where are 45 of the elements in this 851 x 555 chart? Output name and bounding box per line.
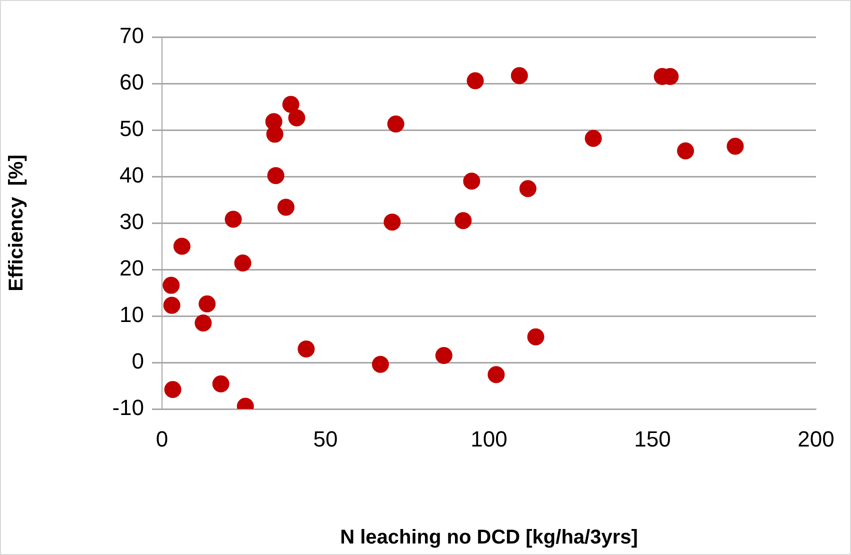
point — [163, 296, 180, 314]
point — [198, 295, 216, 312]
y-tick-label: 40 — [120, 162, 144, 188]
y-tick-label: 30 — [120, 209, 144, 234]
point — [466, 72, 484, 90]
y-tick-label: 0 — [132, 348, 144, 374]
x-tick-label: 100 — [470, 426, 508, 452]
point — [527, 328, 544, 346]
point — [463, 172, 480, 190]
point — [519, 180, 536, 198]
point — [384, 214, 401, 231]
y-tick-label: -10 — [112, 395, 144, 420]
point — [288, 109, 306, 126]
x-tick-label: 150 — [634, 426, 671, 452]
point — [194, 314, 212, 332]
point — [372, 356, 389, 373]
point — [277, 198, 294, 216]
y-tick-label: 50 — [120, 116, 144, 142]
point — [173, 238, 190, 255]
y-tick-label: 70 — [120, 23, 144, 48]
y-tick-label: 10 — [120, 302, 144, 328]
point — [267, 167, 284, 184]
point — [282, 96, 300, 113]
point — [726, 138, 744, 155]
x-tick-label: 0 — [156, 426, 168, 452]
point — [435, 347, 452, 364]
x-tick-label: 200 — [798, 426, 834, 452]
point — [212, 375, 230, 392]
point — [488, 366, 505, 384]
point — [234, 254, 252, 272]
x-axis-title: N leaching no DCD [kg/ha/3yrs] — [340, 526, 638, 549]
point — [510, 67, 528, 84]
point — [224, 210, 242, 228]
point — [162, 276, 180, 294]
y-axis-title: Efficiency [%] — [6, 154, 28, 292]
y-tick-label: 20 — [120, 256, 144, 281]
point — [298, 340, 315, 358]
point — [584, 130, 602, 147]
point — [266, 126, 284, 143]
x-tick-label: 50 — [313, 426, 338, 452]
point — [454, 212, 472, 230]
point — [677, 142, 694, 160]
y-tick-label: 60 — [120, 70, 144, 95]
point — [387, 115, 404, 132]
point — [164, 380, 182, 398]
